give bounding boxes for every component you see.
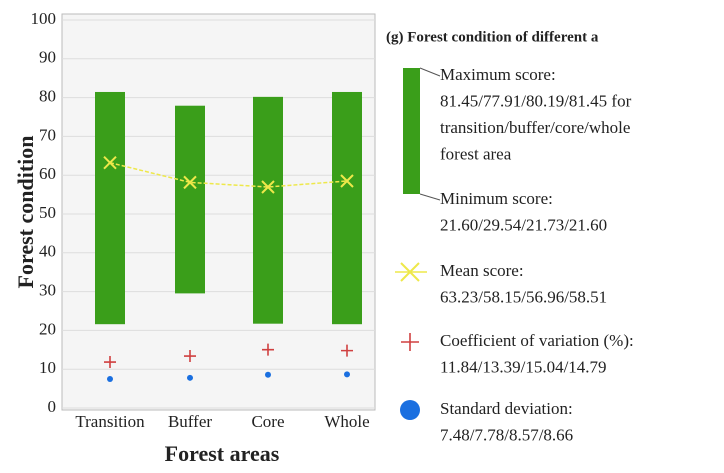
range-bar [332, 91, 362, 325]
x-tick-label: Transition [75, 412, 145, 431]
y-tick-label: 10 [39, 358, 56, 377]
point [341, 344, 353, 357]
y-tick-label: 90 [39, 48, 56, 67]
legend-tick [419, 67, 441, 77]
y-tick-label: 100 [31, 9, 57, 28]
y-tick-label: 50 [39, 203, 56, 222]
point [183, 175, 197, 190]
mean-line [109, 161, 348, 188]
legend-detail: 11.84/13.39/15.04/14.79 [440, 357, 607, 376]
legend-label: Coefficient of variation (%): [440, 331, 634, 350]
legend-detail: 63.23/58.15/56.96/58.51 [440, 287, 607, 306]
y-tick-label: 40 [39, 242, 56, 261]
legend-label: Minimum score: [440, 189, 553, 208]
legend-icon [403, 68, 420, 194]
legend-tick [419, 193, 441, 201]
point [265, 371, 271, 378]
legend-label: Mean score: [440, 261, 524, 280]
y-tick-label: 60 [39, 164, 56, 183]
x-tick-label: Core [251, 412, 284, 431]
legend-label: Maximum score: [440, 65, 556, 84]
y-tick-label: 20 [39, 319, 56, 338]
point [340, 174, 354, 188]
legend-detail: 81.45/77.91/80.19/81.45 for [440, 91, 632, 110]
point [184, 350, 196, 363]
legend-marker [400, 400, 420, 420]
range-bar [175, 105, 205, 294]
x-tick-label: Buffer [168, 412, 212, 431]
point [104, 356, 116, 369]
chart-title: (g) Forest condition of different a [386, 29, 599, 45]
legend-detail: 21.60/29.54/21.73/21.60 [440, 215, 607, 234]
legend-detail: transition/buffer/core/whole [440, 118, 630, 137]
range-bar [95, 91, 125, 325]
y-tick-label: 70 [39, 125, 56, 144]
legend-detail: forest area [440, 144, 512, 163]
point [262, 343, 274, 356]
legend-marker [401, 333, 419, 351]
y-tick-label: 0 [48, 397, 57, 416]
legend-detail: 7.48/7.78/8.57/8.66 [440, 425, 573, 444]
point [187, 374, 193, 381]
point [107, 375, 113, 382]
y-tick-label: 80 [39, 87, 56, 106]
point [261, 180, 275, 194]
x-axis-title: Forest areas [165, 441, 280, 466]
point [103, 155, 117, 170]
y-axis-title: Forest condition [13, 136, 38, 289]
legend-label: Standard deviation: [440, 399, 573, 418]
x-tick-label: Whole [324, 412, 369, 431]
range-bar [253, 96, 283, 324]
y-tick-label: 30 [39, 281, 56, 300]
point [344, 371, 350, 378]
